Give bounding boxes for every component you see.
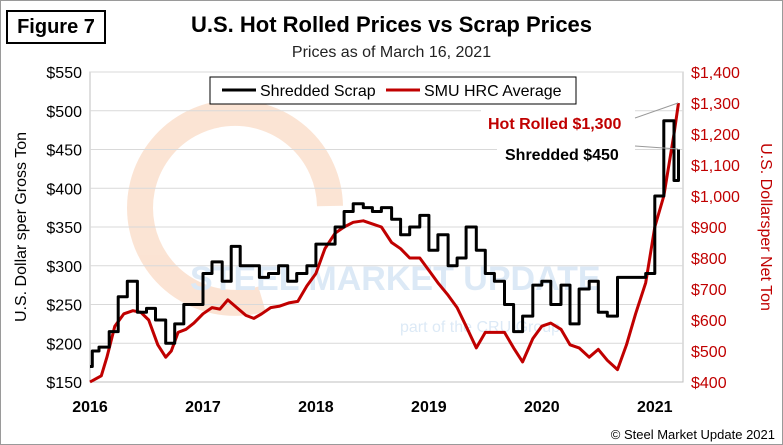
y-right-tick-label: $500 [691,344,727,361]
annotation-shredded: Shredded $450 [497,141,679,167]
y-right-tick-label: $800 [691,251,727,268]
annotation-hot-rolled-leader [634,102,679,119]
y-right-tick-label: $1,200 [691,127,740,144]
y-right-tick-label: $600 [691,313,727,330]
x-tick-label: 2017 [185,399,221,416]
y-axis-left-label: U.S. Dollar sper Gross Ton [13,132,30,322]
annotation-shredded-box [497,141,635,167]
y-right-tick-label: $400 [691,375,727,392]
legend-label-hrc: SMU HRC Average [424,83,562,100]
y-right-tick-label: $900 [691,220,727,237]
x-tick-label: 2019 [411,399,447,416]
y-left-tick-label: $400 [46,181,82,198]
watermark-arc [127,99,343,316]
annotation-hot-rolled: Hot Rolled $1,300 [481,102,679,136]
annotation-shredded-leader [634,145,679,150]
series-layer [89,102,680,384]
y-left-tick-label: $150 [46,375,82,392]
y-right-tick-label: $1,100 [691,158,740,175]
chart-subtitle: Prices as of March 16, 2021 [291,44,492,61]
y-left-tick-label: $300 [46,259,82,276]
figure-label: Figure 7 [6,10,106,44]
legend: Shredded Scrap SMU HRC Average [209,76,577,105]
y-right-tick-label: $1,400 [691,65,740,82]
series-line-scrap [90,119,680,368]
x-tick-label: 2018 [298,399,334,416]
x-tick-label: 2021 [637,399,673,416]
annotation-hot-rolled-text: Hot Rolled $1,300 [488,116,621,133]
y-left-tick-label: $450 [46,143,82,160]
y-left-tick-label: $350 [46,220,82,237]
y-left-tick-label: $250 [46,298,82,315]
annotation-hot-rolled-box [481,110,635,136]
series-line-hrc [89,102,680,384]
y-right-tick-label: $1,000 [691,189,740,206]
y-left-tick-label: $550 [46,65,82,82]
x-tick-label: 2016 [72,399,108,416]
chart-title: U.S. Hot Rolled Prices vs Scrap Prices [190,12,593,37]
tick-labels: $150 $200 $250 $300 $350 $400 $450 $500 $550 $400… [46,65,740,416]
x-tick-label: 2020 [524,399,560,416]
y-right-tick-label: $700 [691,282,727,299]
y-right-tick-label: $1,300 [691,96,740,113]
annotation-shredded-text: Shredded $450 [505,147,619,164]
y-left-tick-label: $200 [46,336,82,353]
copyright-note: © Steel Market Update 2021 [610,427,775,442]
y-left-tick-label: $500 [46,104,82,121]
legend-label-scrap: Shredded Scrap [260,83,376,100]
y-axis-right-label: U.S. Dollarsper Net Ton [757,143,774,311]
